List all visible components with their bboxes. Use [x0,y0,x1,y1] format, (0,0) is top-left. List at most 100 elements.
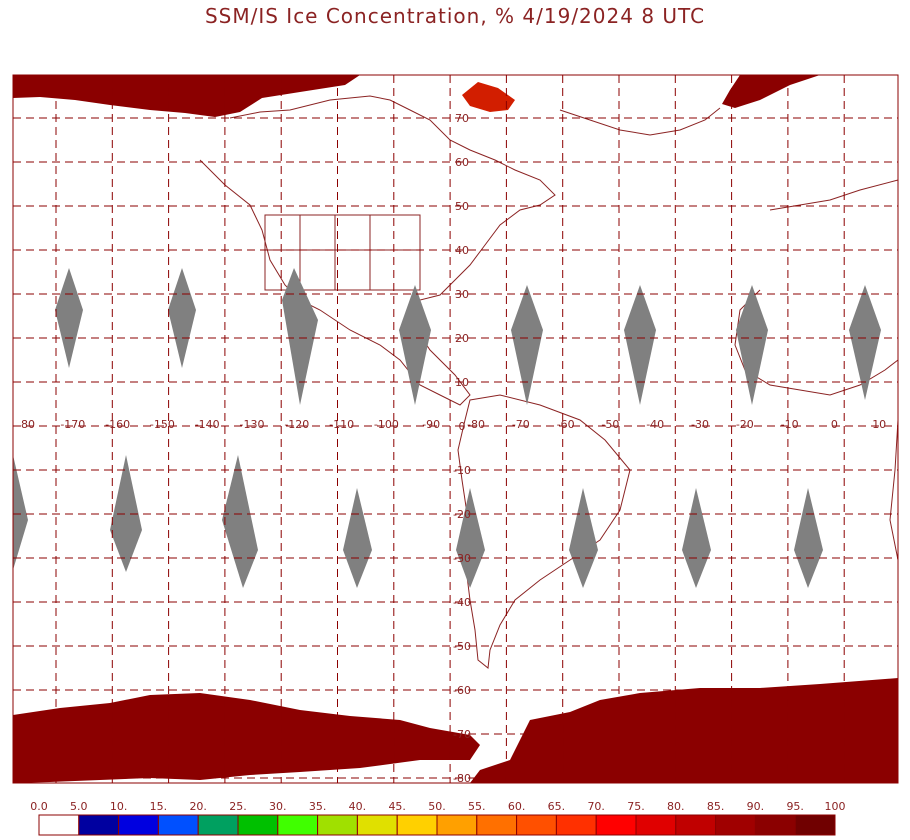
swath-gap [511,285,543,405]
swath-gap [55,268,83,368]
colorbar-label: 80. [667,800,685,813]
colorbar-label: 60. [508,800,526,813]
longitude-label: -140 [195,418,220,431]
colorbar-swatch [38,814,80,836]
colorbar-swatch [118,814,159,836]
swath-gap [343,488,372,588]
colorbar-swatch [555,814,597,836]
colorbar-swatch [754,814,796,836]
longitude-label: 0 [831,418,838,431]
antarctic-ice-west [13,693,480,783]
longitude-label: -170 [60,418,85,431]
longitude-label: -70 [512,418,530,431]
longitude-label: -60 [557,418,575,431]
colorbar-swatch [237,814,279,836]
swath-gap [399,285,431,405]
ice-layer [13,75,898,783]
latitude-label: 40 [455,244,469,257]
colorbar-swatch [715,814,756,836]
colorbar-label: 55. [468,800,486,813]
colorbar-label: 15. [150,800,168,813]
south-america-coast [457,394,631,669]
colorbar-label: 70. [587,800,605,813]
colorbar-label: 75. [627,800,645,813]
latitude-label: -20 [453,508,471,521]
swath-gap [110,455,142,572]
coastlines [199,95,899,669]
longitude-label: -120 [284,418,309,431]
colorbar-label: 25. [229,800,247,813]
colorbar-label: 95. [786,800,804,813]
longitude-label: -20 [736,418,754,431]
colorbar-swatch [516,814,557,836]
latitude-label: -40 [453,596,471,609]
colorbar-swatch [356,814,398,836]
arctic-ice-east [722,75,820,108]
longitude-label: -40 [646,418,664,431]
longitude-label: -50 [601,418,619,431]
colorbar-swatch [794,814,836,836]
latitude-label: 0 [459,420,466,433]
colorbar-swatch [436,814,478,836]
colorbar-label: 10. [110,800,128,813]
latitude-label: -60 [453,684,471,697]
longitude-label: -80 [467,418,485,431]
colorbar-label: 65. [548,800,566,813]
swath-gap [682,488,711,588]
longitude-labels: 80 -170 -160 -150 -140 -130 -120 -110 -100 -90 -80… [21,418,886,431]
swath-gap [168,268,196,368]
greenland-coast [559,107,721,136]
colorbar-swatch [675,814,717,836]
colorbar: 0.0 5.0 10. 15. 20. 25. 30. 35. 40. 45. 50. 55. 60. 6… [30,800,846,836]
colorbar-label: 50. [428,800,446,813]
latitude-label: -30 [453,552,471,565]
longitude-label: 10 [872,418,886,431]
colorbar-swatch [476,814,518,836]
colorbar-swatch [595,814,637,836]
colorbar-label: 30. [269,800,287,813]
swath-gap [222,455,258,588]
longitude-label: -130 [240,418,265,431]
colorbar-swatch [78,814,120,836]
colorbar-label: 90. [747,800,765,813]
swath-gap [624,285,656,405]
colorbar-label: 5.0 [70,800,88,813]
latitude-label: 10 [455,376,469,389]
swath-gap [849,285,881,400]
map-frame [12,74,899,784]
colorbar-label: 85. [707,800,725,813]
swath-gaps [13,268,881,588]
swath-gap [282,268,318,405]
longitude-label: -30 [691,418,709,431]
lat-lon-grid [13,75,898,783]
us-states [264,214,421,291]
latitude-label: 50 [455,200,469,213]
longitude-label: -100 [374,418,399,431]
longitude-label: -10 [781,418,799,431]
colorbar-label: 100 [825,800,846,813]
swath-gap [736,285,768,405]
antarctic-ice-east [470,678,898,783]
latitude-label: -80 [453,772,471,785]
latitude-label: 60 [455,156,469,169]
longitude-label: -90 [422,418,440,431]
colorbar-swatch [635,814,677,836]
latitude-label: 20 [455,332,469,345]
latitude-label: -50 [453,640,471,653]
longitude-label: -110 [329,418,354,431]
colorbar-label: 40. [349,800,367,813]
colorbar-label: 45. [388,800,406,813]
longitude-label: -160 [105,418,130,431]
baffin-ice [462,82,515,112]
colorbar-swatch [277,814,319,836]
swath-gap [456,488,485,588]
map-title: SSM/IS Ice Concentration, % 4/19/2024 8 … [204,4,706,28]
swath-gap [13,455,28,570]
north-america-coast [199,95,556,406]
colorbar-label: 35. [309,800,327,813]
colorbar-label: 0.0 [30,800,48,813]
colorbar-label: 20. [189,800,207,813]
latitude-label: -10 [453,464,471,477]
colorbar-swatch [317,814,358,836]
